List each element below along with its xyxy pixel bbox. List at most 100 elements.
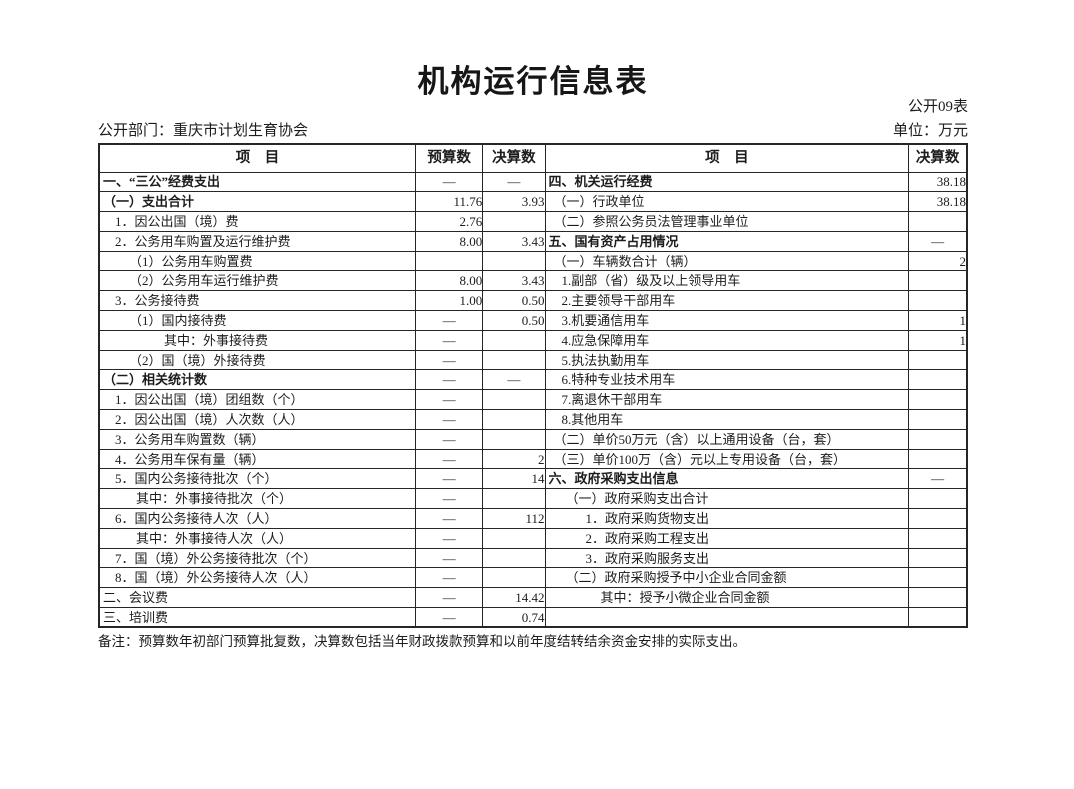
col-header-final-left: 决算数	[482, 143, 546, 173]
item-cell-right: （三）单价100万（含）元以上专用设备（台，套）	[544, 448, 910, 470]
final-cell-right	[908, 428, 968, 450]
final-cell-right: —	[908, 468, 968, 490]
final-cell-left: 0.74	[482, 607, 546, 628]
budget-cell: 11.76	[414, 191, 484, 213]
item-cell-right: 5.执法执勤用车	[544, 349, 910, 371]
budget-cell: 8.00	[414, 230, 484, 252]
final-cell-right	[908, 547, 968, 569]
table-row: 一、“三公”经费支出 — — 四、机关运行经费 38.18	[98, 171, 968, 193]
final-cell-left	[482, 211, 546, 232]
budget-cell: —	[414, 508, 484, 529]
budget-cell: —	[414, 310, 484, 331]
final-cell-left: 2	[482, 448, 546, 470]
final-cell-left: 0.50	[482, 310, 546, 331]
table-header-row: 项 目 预算数 决算数 项 目 决算数	[98, 143, 968, 173]
item-cell-left: 二、会议费	[98, 587, 416, 609]
final-cell-left	[482, 329, 546, 351]
col-header-budget: 预算数	[414, 143, 484, 173]
item-cell-right: （二）政府采购授予中小企业合同金额	[544, 567, 910, 589]
item-cell-right: 五、国有资产占用情况	[544, 230, 910, 252]
final-cell-left: 3.43	[482, 270, 546, 292]
item-cell-right: （二）单价50万元（含）以上通用设备（台，套）	[544, 428, 910, 450]
budget-cell: —	[414, 329, 484, 351]
item-cell-left: 3．公务用车购置数（辆）	[98, 428, 416, 450]
budget-cell: —	[414, 567, 484, 589]
item-cell-right: （一）政府采购支出合计	[544, 488, 910, 510]
item-cell-left: 2．公务用车购置及运行维护费	[98, 230, 416, 252]
final-cell-right	[908, 527, 968, 549]
final-cell-left	[482, 428, 546, 450]
item-cell-right: 四、机关运行经费	[544, 171, 910, 193]
table-body: 一、“三公”经费支出 — — 四、机关运行经费 38.18 （一）支出合计 11.76 3.9…	[98, 171, 968, 628]
item-cell-left: 1．因公出国（境）费	[98, 211, 416, 232]
item-cell-left: 1．因公出国（境）团组数（个）	[98, 389, 416, 411]
item-cell-left: 其中：外事接待人次（人）	[98, 527, 416, 549]
report-sheet: 公开09表 公开部门：重庆市计划生育协会 单位：万元 项 目 预算数 决算数 项…	[98, 98, 968, 651]
table-row: （二）相关统计数 — —6.特种专业技术用车	[98, 369, 968, 391]
item-cell-right	[544, 607, 910, 628]
item-cell-left: （1）公务用车购置费	[98, 250, 416, 272]
budget-cell: 1.00	[414, 290, 484, 312]
final-cell-right	[908, 488, 968, 510]
final-cell-left	[482, 527, 546, 549]
table-footnote: 备注：预算数年初部门预算批复数，决算数包括当年财政拨款预算和以前年度结转结余资金…	[98, 634, 746, 650]
table-row: 4．公务用车保有量（辆） —2 （三）单价100万（含）元以上专用设备（台，套）	[98, 448, 968, 470]
final-cell-left: 3.93	[482, 191, 546, 213]
budget-cell: —	[414, 448, 484, 470]
budget-cell: —	[414, 607, 484, 628]
table-row: （1）国内接待费 —0.50 3.机要通信用车 1	[98, 310, 968, 331]
budget-cell: —	[414, 527, 484, 549]
table-row: 6．国内公务接待人次（人） —112 1．政府采购货物支出	[98, 508, 968, 529]
item-cell-right: 6.特种专业技术用车	[544, 369, 910, 391]
item-cell-right: （二）参照公务员法管理事业单位	[544, 211, 910, 232]
item-cell-right: 1.副部（省）级及以上领导用车	[544, 270, 910, 292]
final-cell-right	[908, 567, 968, 589]
item-cell-left: （1）国内接待费	[98, 310, 416, 331]
budget-cell: —	[414, 369, 484, 391]
table-row: 三、培训费 —0.74	[98, 607, 968, 628]
item-cell-left: 三、培训费	[98, 607, 416, 628]
item-cell-left: 其中：外事接待费	[98, 329, 416, 351]
final-cell-left: 0.50	[482, 290, 546, 312]
table-row: 2．公务用车购置及运行维护费 8.00 3.43 五、国有资产占用情况 —	[98, 230, 968, 252]
budget-cell: —	[414, 547, 484, 569]
table-row: 8．国（境）外公务接待人次（人） — （二）政府采购授予中小企业合同金额	[98, 567, 968, 589]
final-cell-right	[908, 369, 968, 391]
final-cell-right: —	[908, 230, 968, 252]
item-cell-right: 7.离退休干部用车	[544, 389, 910, 411]
item-cell-left: 其中：外事接待批次（个）	[98, 488, 416, 510]
table-row: 其中：外事接待费 — 4.应急保障用车 1	[98, 329, 968, 351]
col-header-item-right: 项 目	[544, 143, 910, 173]
final-cell-right	[908, 290, 968, 312]
budget-cell: —	[414, 389, 484, 411]
final-cell-left: 112	[482, 508, 546, 529]
final-cell-left	[482, 488, 546, 510]
final-cell-left	[482, 409, 546, 430]
item-cell-left: 2．因公出国（境）人次数（人）	[98, 409, 416, 430]
final-cell-left: —	[482, 171, 546, 193]
final-cell-right	[908, 409, 968, 430]
final-cell-right	[908, 508, 968, 529]
budget-cell: —	[414, 409, 484, 430]
item-cell-right: 4.应急保障用车	[544, 329, 910, 351]
final-cell-left: 14.42	[482, 587, 546, 609]
final-cell-left	[482, 567, 546, 589]
final-cell-right: 2	[908, 250, 968, 272]
table-row: （1）公务用车购置费 （一）车辆数合计（辆） 2	[98, 250, 968, 272]
item-cell-right: 2.主要领导干部用车	[544, 290, 910, 312]
final-cell-right	[908, 607, 968, 628]
item-cell-right: 1．政府采购货物支出	[544, 508, 910, 529]
item-cell-right: 8.其他用车	[544, 409, 910, 430]
item-cell-right: 其中：授予小微企业合同金额	[544, 587, 910, 609]
item-cell-right: 六、政府采购支出信息	[544, 468, 910, 490]
final-cell-right: 1	[908, 310, 968, 331]
final-cell-left	[482, 250, 546, 272]
final-cell-right	[908, 349, 968, 371]
table-row: （2）公务用车运行维护费 8.00 3.43 1.副部（省）级及以上领导用车	[98, 270, 968, 292]
final-cell-left: —	[482, 369, 546, 391]
unit-label: 单位：万元	[892, 123, 968, 139]
budget-cell: —	[414, 349, 484, 371]
table-row: 5．国内公务接待批次（个） —14 六、政府采购支出信息 —	[98, 468, 968, 490]
page-title: 机构运行信息表	[417, 64, 649, 99]
item-cell-left: （2）国（境）外接待费	[98, 349, 416, 371]
